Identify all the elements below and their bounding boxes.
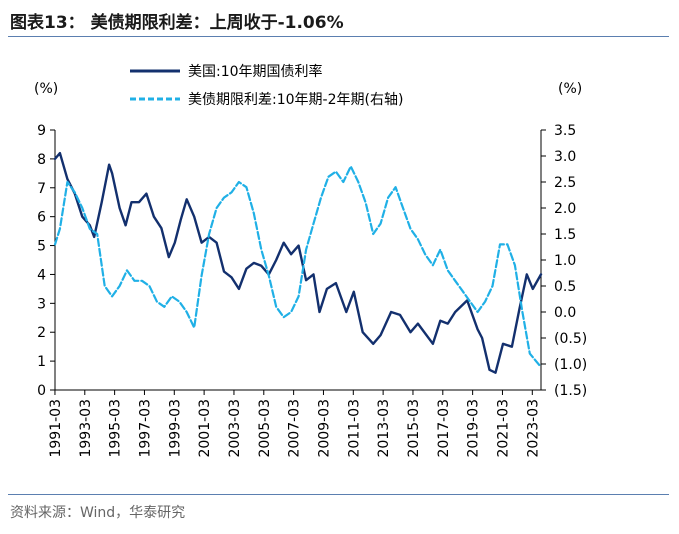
left-tick-label: 3 <box>37 296 46 312</box>
series-line-10y-2y-spread <box>53 165 543 369</box>
right-tick-label: 0.5 <box>554 279 576 295</box>
x-tick-label: 2019-03 <box>466 399 482 458</box>
x-tick-label: 2013-03 <box>376 399 392 458</box>
title-divider <box>8 36 669 37</box>
x-tick-label: 2021-03 <box>495 399 511 458</box>
x-tick-label: 2003-03 <box>227 399 243 458</box>
x-tick-label: 1997-03 <box>137 399 153 458</box>
legend-label-series1: 美国:10年期国债利率 <box>188 63 323 80</box>
x-tick-label: 2005-03 <box>257 399 273 458</box>
right-axis-unit: (%) <box>558 81 582 97</box>
left-axis-unit: (%) <box>34 81 58 97</box>
x-tick-label: 2017-03 <box>436 399 452 458</box>
left-tick-label: 7 <box>37 181 46 197</box>
x-tick-label: 2001-03 <box>197 399 213 458</box>
right-tick-label: (1.5) <box>554 383 587 399</box>
right-tick-label: 2.0 <box>554 201 576 217</box>
x-tick-label: 2007-03 <box>287 399 303 458</box>
right-tick-label: 2.5 <box>554 175 576 191</box>
source-note: 资料来源：Wind，华泰研究 <box>10 505 186 521</box>
left-tick-label: 2 <box>37 325 46 341</box>
chart-title: 图表13： 美债期限利差：上周收于-1.06% <box>10 13 344 33</box>
x-tick-label: 1991-03 <box>48 399 64 458</box>
series-line-10y-yield <box>53 151 543 374</box>
right-tick-label: (1.0) <box>554 357 587 373</box>
x-tick-label: 2023-03 <box>525 399 541 458</box>
left-tick-label: 9 <box>37 123 46 139</box>
right-tick-label: 1.0 <box>554 253 576 269</box>
x-tick-label: 1995-03 <box>108 399 124 458</box>
left-tick-label: 4 <box>37 267 46 283</box>
footer-divider <box>8 494 669 495</box>
x-tick-label: 2015-03 <box>406 399 422 458</box>
right-tick-label: 1.5 <box>554 227 576 243</box>
legend-label-series2: 美债期限利差:10年期-2年期(右轴) <box>188 92 403 108</box>
right-tick-label: (0.5) <box>554 331 587 347</box>
left-tick-label: 0 <box>37 383 46 399</box>
right-tick-label: 0.0 <box>554 305 576 321</box>
left-tick-label: 6 <box>37 210 46 226</box>
x-tick-label: 2011-03 <box>346 399 362 458</box>
yield-chart: 美国:10年期国债利率 美债期限利差:10年期-2年期(右轴) (%) (%) … <box>34 63 587 458</box>
left-tick-label: 5 <box>37 239 46 255</box>
left-tick-label: 1 <box>37 354 46 370</box>
left-tick-label: 8 <box>37 152 46 168</box>
x-tick-label: 2009-03 <box>316 399 332 458</box>
x-tick-label: 1993-03 <box>78 399 94 458</box>
x-tick-label: 1999-03 <box>167 399 183 458</box>
right-tick-label: 3.0 <box>554 149 576 165</box>
right-tick-label: 3.5 <box>554 123 576 139</box>
